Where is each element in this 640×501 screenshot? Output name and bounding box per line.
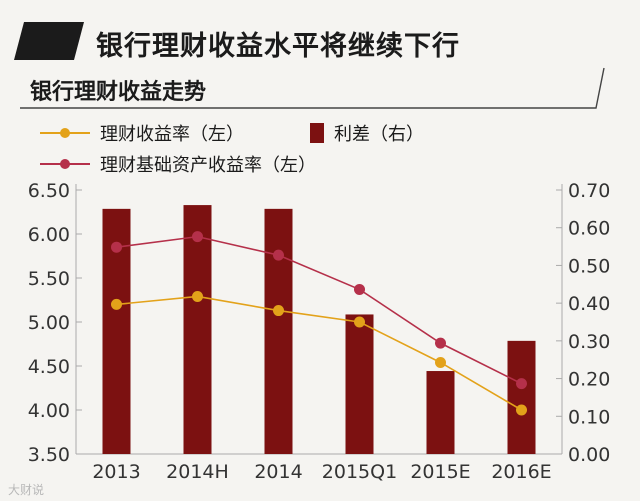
legend-label-0: 理财收益率（左） (100, 124, 244, 145)
asset-yield-point (111, 241, 122, 253)
wealth-yield-point (354, 316, 365, 328)
x-tick-label: 2015E (410, 461, 470, 483)
right-tick-label: 0.60 (568, 218, 610, 240)
legend-bar-swatch (310, 123, 324, 143)
left-tick-label: 3.50 (28, 444, 70, 466)
x-tick-label: 2015Q1 (322, 461, 397, 483)
asset-yield-point (273, 249, 284, 261)
right-tick-label: 0.10 (568, 406, 610, 428)
asset-yield-point (516, 378, 527, 390)
wealth-yield-line (116, 295, 522, 411)
asset-yield-point (435, 337, 446, 349)
asset-yield-point (354, 283, 365, 295)
spread-bar (345, 314, 374, 454)
right-tick-label: 0.20 (568, 369, 610, 391)
x-tick-label: 2014H (166, 461, 229, 483)
right-tick-label: 0.40 (568, 293, 610, 315)
asset-yield-point (192, 231, 203, 243)
legend-marker-2 (60, 159, 70, 169)
legend-marker-0 (60, 128, 70, 138)
headline-accent-bar (14, 22, 84, 60)
right-tick-label: 0.00 (568, 444, 610, 466)
spread-bar (507, 340, 536, 454)
left-tick-label: 5.50 (28, 268, 70, 290)
left-tick-label: 4.00 (28, 400, 70, 422)
spread-bar (183, 205, 212, 454)
watermark: 大财说 (8, 483, 45, 497)
left-tick-label: 4.50 (28, 356, 70, 378)
chart-title: 银行理财收益走势 (30, 80, 207, 105)
x-tick-label: 2016E (491, 461, 551, 483)
right-tick-label: 0.70 (568, 180, 610, 202)
right-tick-label: 0.30 (568, 331, 610, 353)
asset-yield-line (116, 235, 522, 385)
title-rule (20, 67, 605, 109)
left-tick-label: 6.50 (28, 180, 70, 202)
wealth-yield-point (111, 298, 122, 310)
x-tick-label: 2014 (254, 461, 302, 483)
left-tick-label: 6.00 (28, 224, 70, 246)
spread-bar (426, 371, 455, 454)
x-tick-label: 2013 (92, 461, 140, 483)
headline: 银行理财收益水平将继续下行 (96, 31, 460, 62)
wealth-yield-point (192, 290, 203, 302)
legend-label-1: 利差（右） (334, 124, 424, 145)
legend-label-2: 理财基础资产收益率（左） (100, 155, 316, 176)
wealth-yield-point (435, 356, 446, 368)
spread-bar (264, 208, 293, 454)
wealth-yield-point (516, 404, 527, 416)
left-tick-label: 5.00 (28, 312, 70, 334)
right-tick-label: 0.50 (568, 255, 610, 277)
wealth-yield-point (273, 305, 284, 317)
